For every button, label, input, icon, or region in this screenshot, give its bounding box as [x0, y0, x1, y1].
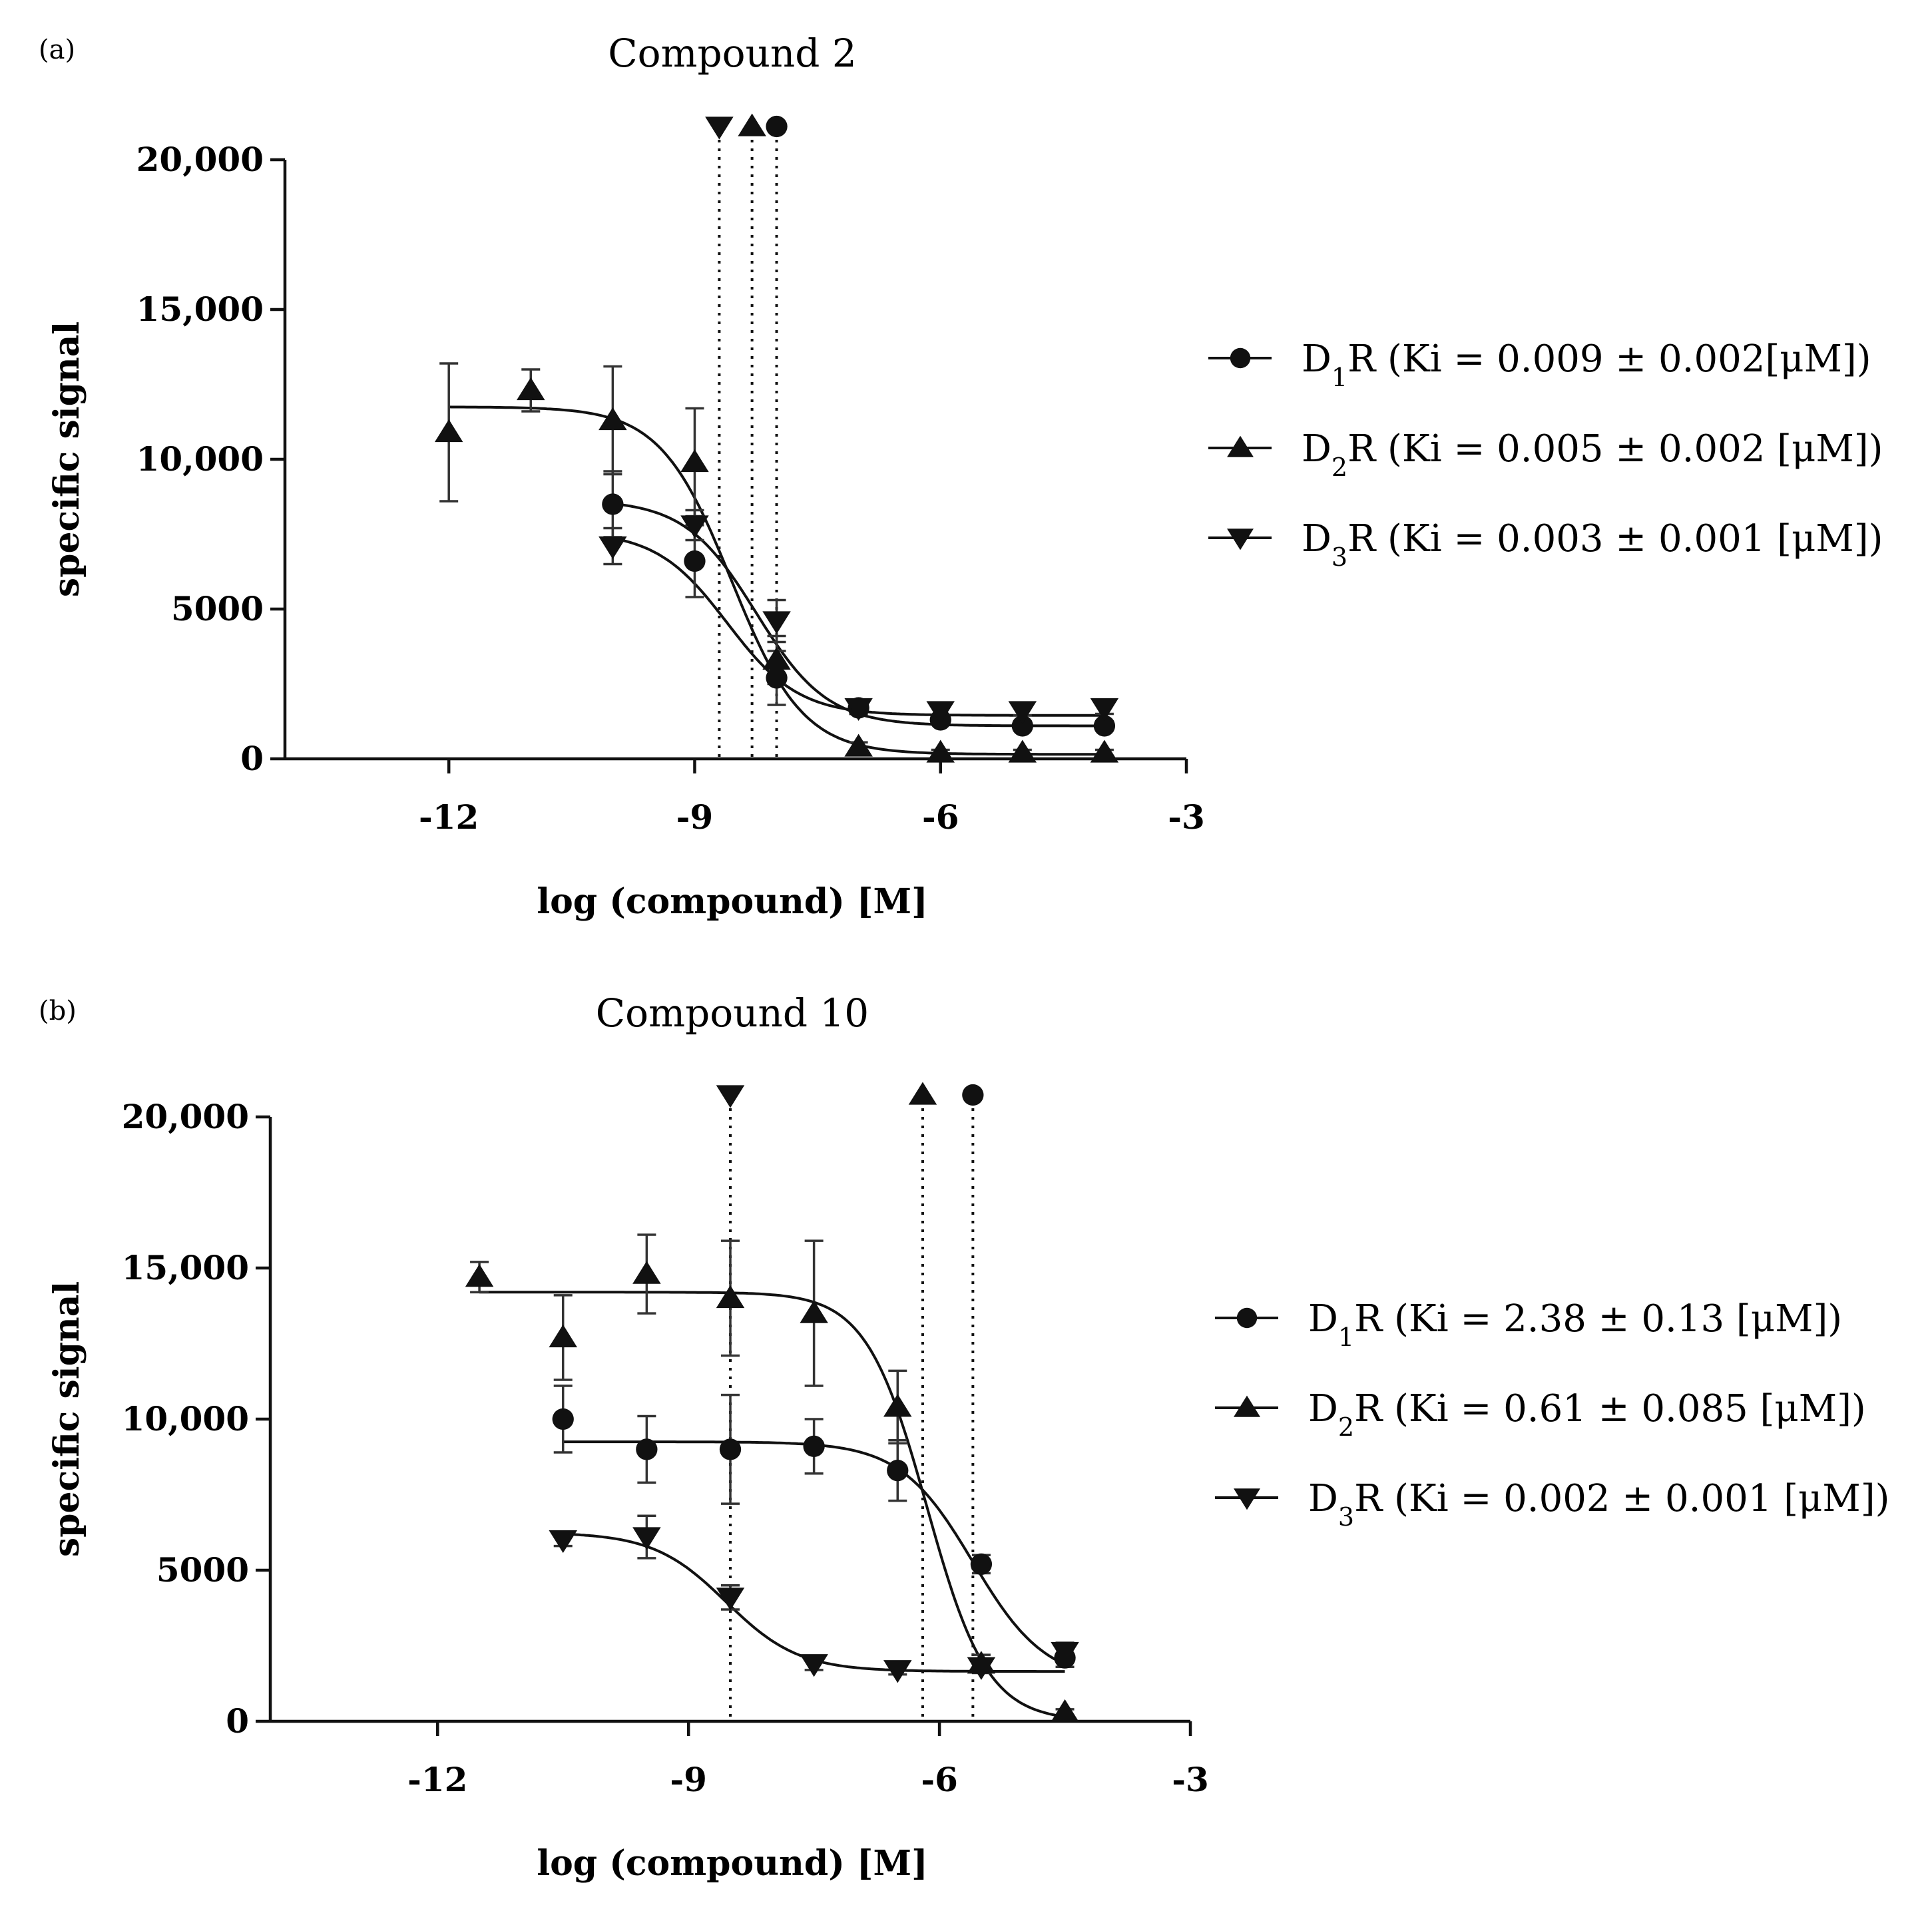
- x-tick-label: -12: [407, 1760, 467, 1799]
- ki-marker-D3R: [716, 1085, 745, 1108]
- fit-curve-D2R: [479, 1291, 1065, 1719]
- data-point-D3R: [1008, 701, 1037, 724]
- data-point-D2R: [1090, 740, 1119, 763]
- data-point-D1R: [803, 1435, 825, 1458]
- data-point-D3R: [844, 698, 873, 722]
- data-point-D2R: [465, 1264, 494, 1287]
- y-tick-label: 10,000: [136, 439, 264, 479]
- data-point-D1R: [602, 493, 624, 515]
- data-point-D3R: [549, 1530, 577, 1554]
- data-point-D2R: [632, 1261, 661, 1284]
- data-point-D2R: [1008, 740, 1037, 763]
- y-tick-label: 0: [240, 739, 264, 778]
- data-point-D3R: [680, 515, 709, 538]
- data-point-D2R: [762, 646, 791, 670]
- data-point-D3R: [632, 1527, 661, 1550]
- y-tick-label: 5000: [156, 1550, 249, 1590]
- data-point-D3R: [1051, 1641, 1079, 1665]
- data-point-D3R: [967, 1657, 996, 1680]
- y-axis-label: specific signal: [47, 1281, 87, 1557]
- x-axis-label: log (compound) [M]: [537, 881, 927, 922]
- fit-curve-D1R: [612, 502, 1104, 728]
- legend-item-D2R: D2R (Ki = 0.61 ± 0.085 [μM]): [1215, 1387, 1866, 1442]
- data-point-D2R: [599, 407, 627, 431]
- y-tick-label: 15,000: [122, 1248, 249, 1287]
- y-tick-label: 0: [226, 1701, 249, 1741]
- data-point-D2R: [883, 1394, 912, 1417]
- data-point-D1R: [636, 1438, 658, 1460]
- data-point-D2R: [844, 734, 873, 757]
- legend-item-D1R: D1R (Ki = 0.009 ± 0.002[μM]): [1208, 337, 1871, 392]
- data-point-D1R: [1093, 715, 1116, 737]
- x-tick-label: -9: [670, 1760, 707, 1799]
- data-point-D2R: [680, 449, 709, 473]
- data-point-D2R: [434, 419, 463, 443]
- legend-label: D1R (Ki = 2.38 ± 0.13 [μM]): [1308, 1297, 1842, 1352]
- data-point-D1R: [887, 1460, 909, 1482]
- data-point-D3R: [599, 536, 627, 560]
- legend-label: D1R (Ki = 0.009 ± 0.002[μM]): [1302, 337, 1871, 392]
- data-point-D2R: [716, 1285, 745, 1309]
- panel-label: (a): [39, 35, 75, 65]
- data-point-D3R: [716, 1588, 745, 1611]
- x-tick-label: -3: [1168, 797, 1205, 837]
- data-point-D1R: [684, 550, 706, 572]
- y-axis-label: specific signal: [47, 321, 87, 597]
- legend-marker: [1227, 529, 1254, 550]
- legend-label: D3R (Ki = 0.003 ± 0.001 [μM]): [1302, 517, 1883, 572]
- y-tick-label: 5000: [171, 589, 264, 628]
- panel-a: (a) Compound 2 0 5000 10,000 15,000 20,000 -12 -…: [39, 31, 1883, 922]
- y-tick-label: 10,000: [122, 1399, 249, 1438]
- data-point-D3R: [800, 1654, 828, 1677]
- legend-marker: [1234, 1395, 1260, 1417]
- ki-marker-D1R: [766, 115, 788, 138]
- legend-item-D2R: D2R (Ki = 0.005 ± 0.002 [μM]): [1208, 427, 1883, 482]
- legend-marker: [1227, 435, 1254, 457]
- data-point-D1R: [552, 1408, 574, 1430]
- data-point-D1R: [766, 667, 788, 689]
- data-point-D3R: [883, 1660, 912, 1683]
- data-point-D2R: [517, 377, 545, 401]
- x-tick-label: -9: [676, 797, 714, 837]
- data-point-D1R: [1011, 715, 1033, 737]
- legend-item-D3R: D3R (Ki = 0.002 ± 0.001 [μM]): [1215, 1477, 1889, 1532]
- legend-label: D3R (Ki = 0.002 ± 0.001 [μM]): [1308, 1477, 1889, 1532]
- chart-title: Compound 10: [596, 990, 869, 1036]
- data-point-D3R: [762, 611, 791, 634]
- x-tick-label: -6: [921, 1760, 958, 1799]
- chart-title: Compound 2: [608, 31, 857, 76]
- panel-label: (b): [39, 996, 77, 1026]
- x-tick-label: -12: [419, 797, 479, 837]
- y-tick-label: 15,000: [136, 290, 264, 329]
- data-point-D3R: [1090, 698, 1119, 722]
- data-point-D2R: [549, 1324, 577, 1348]
- data-point-D3R: [926, 701, 955, 724]
- ki-marker-D2R: [738, 113, 766, 136]
- legend-label: D2R (Ki = 0.005 ± 0.002 [μM]): [1302, 427, 1883, 482]
- legend-label: D2R (Ki = 0.61 ± 0.085 [μM]): [1308, 1387, 1866, 1442]
- legend-item-D3R: D3R (Ki = 0.003 ± 0.001 [μM]): [1208, 517, 1883, 572]
- panel-b: (b) Compound 10 0 5000 10,000 15,000 20,000 -12…: [39, 990, 1889, 1884]
- x-axis-label: log (compound) [M]: [537, 1843, 927, 1884]
- legend-marker: [1230, 347, 1251, 369]
- ki-marker-D3R: [705, 116, 734, 140]
- x-tick-label: -3: [1172, 1760, 1209, 1799]
- data-point-D1R: [970, 1553, 993, 1576]
- y-tick-label: 20,000: [122, 1097, 249, 1136]
- data-point-D2R: [1051, 1699, 1079, 1723]
- data-point-D1R: [719, 1438, 742, 1460]
- legend-marker: [1234, 1488, 1260, 1510]
- legend-marker: [1236, 1307, 1258, 1329]
- y-tick-label: 20,000: [136, 140, 264, 179]
- fit-curve-D1R: [563, 1440, 1066, 1666]
- ki-marker-D1R: [962, 1084, 984, 1106]
- ki-marker-D2R: [908, 1082, 937, 1105]
- data-point-D2R: [926, 740, 955, 763]
- data-point-D2R: [800, 1300, 828, 1323]
- x-tick-label: -6: [922, 797, 959, 837]
- legend-item-D1R: D1R (Ki = 2.38 ± 0.13 [μM]): [1215, 1297, 1842, 1352]
